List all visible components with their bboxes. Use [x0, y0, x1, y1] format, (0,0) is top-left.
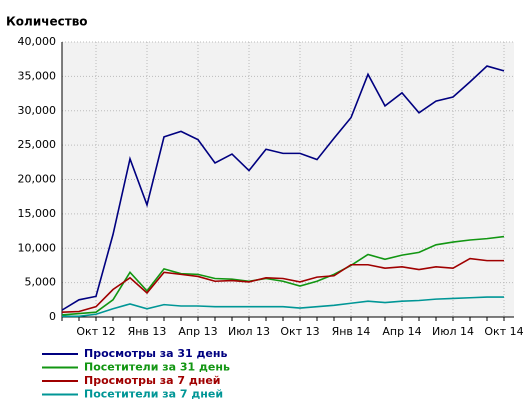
- x-tick-label: Янв 13: [128, 325, 167, 338]
- legend-label: Посетители за 7 дней: [84, 388, 223, 401]
- x-tick-label: Апр 14: [382, 325, 421, 338]
- series-line: [61, 235, 505, 316]
- series-line: [61, 257, 504, 313]
- series-line: [61, 65, 505, 311]
- y-tick-label: 10,000: [18, 241, 57, 254]
- x-tick-label: Окт 12: [76, 325, 115, 338]
- y-tick-label: 25,000: [18, 138, 57, 151]
- legend-label: Просмотры за 31 день: [84, 347, 227, 360]
- legend-label: Посетители за 31 день: [84, 361, 230, 374]
- y-tick-label: 35,000: [18, 69, 57, 82]
- x-tick-label: Окт 13: [280, 325, 319, 338]
- y-tick-label: 30,000: [18, 104, 57, 117]
- x-tick-label: Июл 14: [432, 325, 474, 338]
- y-tick-label: 5,000: [25, 276, 57, 289]
- y-tick-label: 20,000: [18, 173, 57, 186]
- legend-label: Просмотры за 7 дней: [84, 374, 221, 387]
- y-tick-label: 15,000: [18, 207, 57, 220]
- y-tick-label: 40,000: [18, 35, 57, 48]
- x-tick-label: Янв 14: [332, 325, 371, 338]
- x-tick-label: Июл 13: [228, 325, 270, 338]
- x-tick-label: Окт 14: [484, 325, 523, 338]
- x-tick-label: Апр 13: [178, 325, 217, 338]
- chart-title: Количество: [6, 15, 88, 29]
- y-tick-label: 0: [49, 310, 56, 323]
- series-line: [62, 296, 504, 318]
